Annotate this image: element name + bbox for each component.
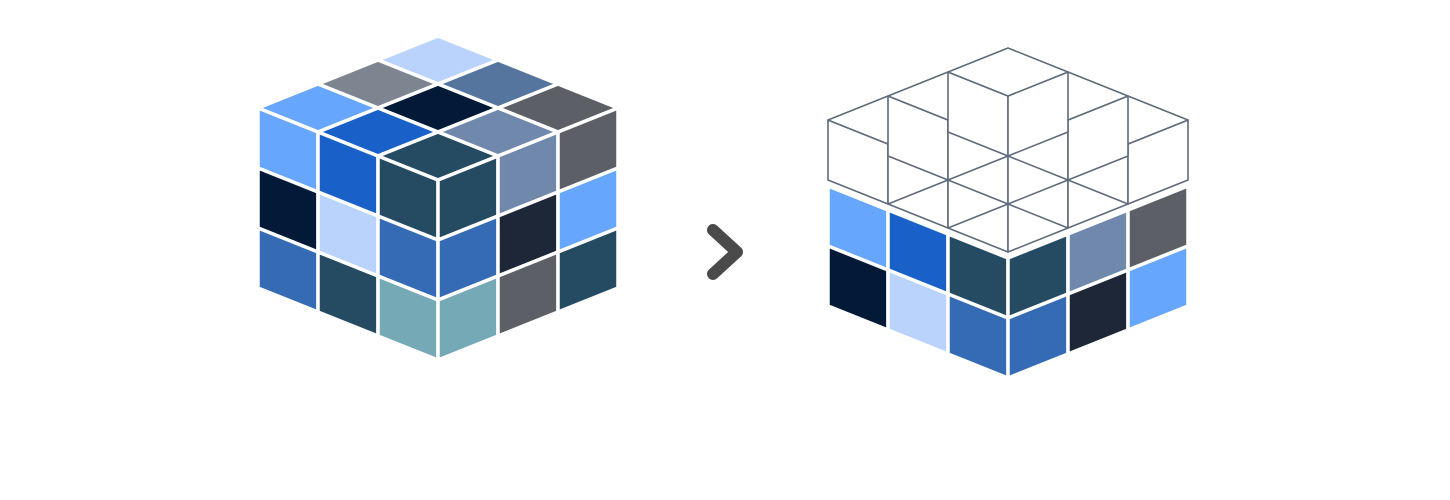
partially-outlined-cube	[826, 47, 1190, 380]
chevron-right-icon	[707, 224, 743, 280]
right-facelet	[1126, 244, 1190, 332]
colored-cube	[256, 34, 620, 362]
cubie-top	[947, 47, 1069, 97]
right-facelet	[556, 226, 620, 314]
